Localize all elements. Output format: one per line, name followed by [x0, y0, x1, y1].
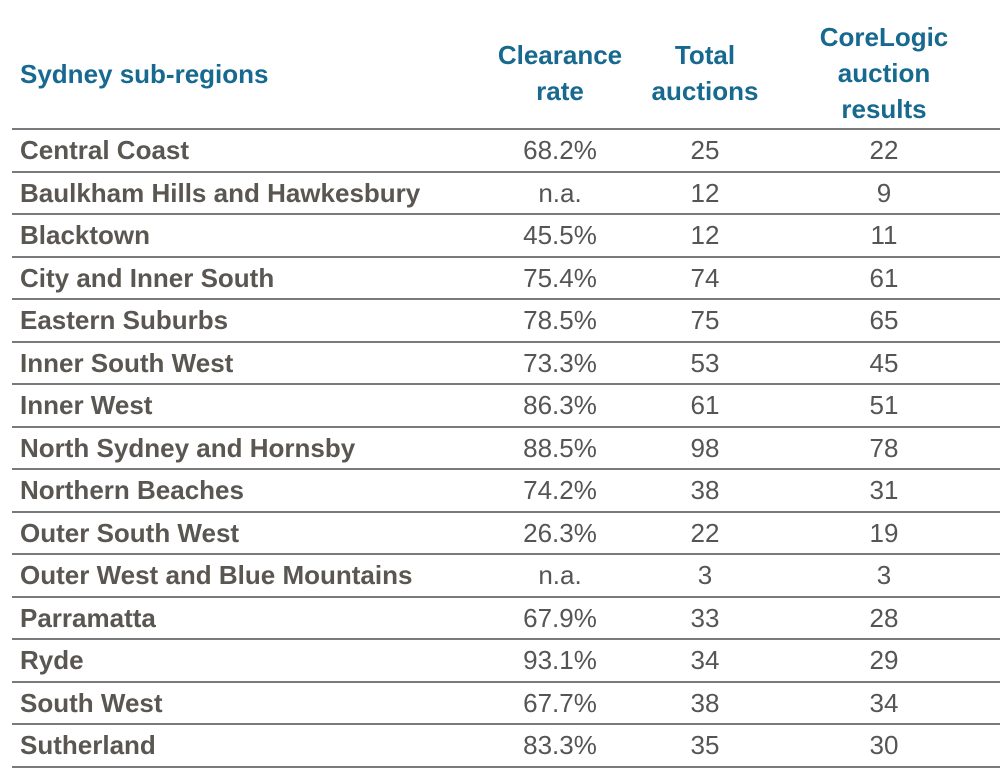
region-cell: South West [20, 687, 163, 718]
region-cell: Inner West [20, 390, 153, 420]
corelogic-results-cell: 45 [869, 347, 899, 378]
corelogic-results-cell: 65 [869, 305, 899, 335]
table-row: Northern Beaches 74.2% 38 31 [12, 470, 1000, 513]
total-auctions-cell: 12 [690, 220, 720, 250]
corelogic-results-cell: 78 [869, 432, 899, 463]
header-region-line: Sydney sub-regions [20, 59, 269, 89]
clearance-rate-cell: 86.3% [523, 390, 597, 420]
table-row: Central Coast 68.2% 25 22 [12, 130, 1000, 173]
auction-results-table: Sydney sub-regions Clearance rate Total … [12, 0, 1000, 768]
table-body: Central Coast 68.2% 25 22 Baulkham Hills and… [12, 128, 1000, 768]
header-total-auctions: Total auctions [640, 37, 770, 109]
total-auctions-cell: 38 [690, 475, 720, 505]
table-row: City and Inner South 75.4% 74 61 [12, 258, 1000, 300]
table-row: Parramatta 67.9% 33 28 [12, 598, 1000, 640]
total-auctions-cell: 12 [690, 177, 720, 208]
region-cell: Central Coast [20, 135, 190, 165]
clearance-rate-cell: 68.2% [523, 135, 597, 165]
corelogic-results-cell: 11 [870, 220, 898, 250]
corelogic-results-cell: 29 [869, 645, 899, 675]
table-row: Inner South West 73.3% 53 45 [12, 343, 1000, 385]
clearance-rate-cell: n.a. [538, 560, 582, 590]
total-auctions-cell: 75 [690, 305, 720, 335]
clearance-rate-cell: 75.4% [523, 262, 597, 293]
table-row: Eastern Suburbs 78.5% 75 65 [12, 300, 1000, 343]
total-auctions-cell: 33 [690, 602, 720, 633]
header-total-line-1: Total [674, 40, 736, 70]
region-cell: Blacktown [20, 220, 151, 250]
table-row: Ryde 93.1% 34 29 [12, 640, 1000, 683]
clearance-rate-cell: 67.9% [523, 602, 597, 633]
clearance-rate-cell: n.a. [538, 177, 582, 208]
table-row: Outer West and Blue Mountains n.a. 3 3 [12, 555, 1000, 598]
header-corelogic-line-2: auction [837, 58, 931, 88]
clearance-rate-cell: 67.7% [523, 687, 597, 718]
clearance-rate-cell: 78.5% [523, 305, 597, 335]
total-auctions-cell: 38 [690, 687, 720, 718]
total-auctions-cell: 22 [690, 517, 720, 548]
total-auctions-cell: 53 [690, 347, 720, 378]
corelogic-results-cell: 19 [869, 517, 899, 548]
clearance-rate-cell: 88.5% [523, 432, 597, 463]
clearance-rate-cell: 73.3% [523, 347, 597, 378]
table-row: South West 67.7% 38 34 [12, 683, 1000, 725]
table-row: Blacktown 45.5% 12 11 [12, 215, 1000, 258]
region-cell: North Sydney and Hornsby [20, 432, 356, 463]
region-cell: Ryde [20, 645, 84, 675]
corelogic-results-cell: 22 [869, 135, 899, 165]
corelogic-results-cell: 3 [876, 560, 892, 590]
total-auctions-cell: 25 [690, 135, 720, 165]
header-corelogic-auction-results: CoreLogic auction results [804, 19, 964, 127]
clearance-rate-cell: 83.3% [523, 730, 597, 760]
header-corelogic-line-3: results [841, 94, 927, 124]
corelogic-results-cell: 9 [876, 177, 892, 208]
corelogic-results-cell: 30 [869, 730, 899, 760]
region-cell: Outer West and Blue Mountains [20, 560, 413, 590]
region-cell: Sutherland [20, 730, 156, 760]
region-cell: Parramatta [20, 602, 156, 633]
corelogic-results-cell: 51 [869, 390, 899, 420]
corelogic-results-cell: 28 [869, 602, 899, 633]
clearance-rate-cell: 26.3% [523, 517, 597, 548]
region-cell: Inner South West [20, 347, 234, 378]
total-auctions-cell: 34 [690, 645, 720, 675]
region-cell: Northern Beaches [20, 475, 244, 505]
header-total-line-2: auctions [651, 76, 759, 106]
total-auctions-cell: 61 [690, 390, 720, 420]
region-cell: Eastern Suburbs [20, 305, 229, 335]
region-cell: Outer South West [20, 517, 240, 548]
region-cell: City and Inner South [20, 262, 275, 293]
table-row: Inner West 86.3% 61 51 [12, 385, 1000, 428]
corelogic-results-cell: 34 [869, 687, 899, 718]
total-auctions-cell: 98 [690, 432, 720, 463]
header-clearance-line-2: rate [536, 76, 584, 106]
clearance-rate-cell: 45.5% [523, 220, 597, 250]
table-row: Outer South West 26.3% 22 19 [12, 513, 1000, 555]
header-sydney-sub-regions: Sydney sub-regions [20, 56, 269, 92]
clearance-rate-cell: 74.2% [523, 475, 597, 505]
table-row: Sutherland 83.3% 35 30 [12, 725, 1000, 768]
clearance-rate-cell: 93.1% [523, 645, 597, 675]
header-corelogic-line-1: CoreLogic [819, 22, 949, 52]
table-header: Sydney sub-regions Clearance rate Total … [12, 0, 1000, 128]
region-cell: Baulkham Hills and Hawkesbury [20, 177, 421, 208]
total-auctions-cell: 74 [690, 262, 720, 293]
total-auctions-cell: 35 [690, 730, 720, 760]
header-clearance-line-1: Clearance [497, 40, 623, 70]
table-row: Baulkham Hills and Hawkesbury n.a. 12 9 [12, 173, 1000, 215]
header-clearance-rate: Clearance rate [480, 37, 640, 109]
corelogic-results-cell: 31 [869, 475, 899, 505]
table-row: North Sydney and Hornsby 88.5% 98 78 [12, 428, 1000, 470]
total-auctions-cell: 3 [697, 560, 713, 590]
corelogic-results-cell: 61 [869, 262, 899, 293]
